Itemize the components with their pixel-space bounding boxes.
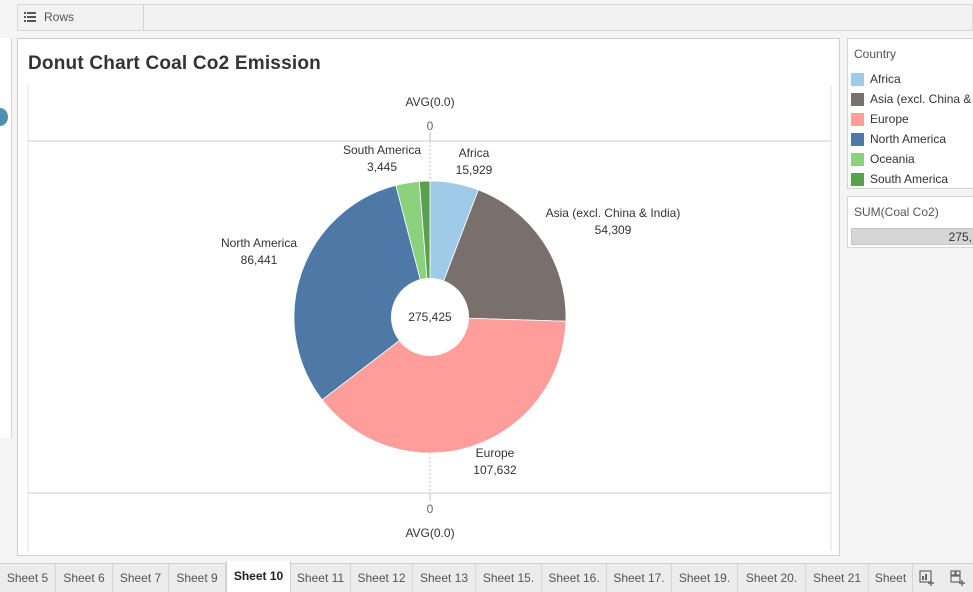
sheet-tab[interactable]: Sheet 13	[413, 564, 476, 592]
sheet-tab[interactable]: Sheet 16.	[542, 564, 607, 592]
sheet-tab-bar: Sheet 5 Sheet 6 Sheet 7 Sheet 9 Sheet 10 Shee…	[0, 561, 973, 592]
slice-label: South America	[343, 143, 421, 157]
sheet-tab[interactable]: Sheet 20.	[738, 564, 806, 592]
donut-slice-asia-excl-china-india-[interactable]	[429, 189, 567, 322]
sheet-tab[interactable]: Sheet 5	[0, 564, 56, 592]
donut-chart[interactable]: Africa 15,929 Asia (excl. China & India) 54…	[18, 39, 839, 555]
donut-center-label: 275,425	[408, 310, 452, 324]
legend-label: South America	[870, 172, 949, 186]
legend-label: Asia (excl. China &	[870, 92, 972, 106]
donut-slices	[293, 180, 567, 454]
sheet-tab[interactable]: Sheet 11	[291, 564, 351, 592]
pane-indicator-icon[interactable]	[0, 108, 8, 126]
axis-bottom-tick: 0	[427, 502, 434, 516]
sheet-tab[interactable]: Sheet 10	[226, 561, 291, 592]
sheet-tab[interactable]: Sheet 19.	[672, 564, 738, 592]
slice-labels: Africa 15,929 Asia (excl. China & India) 54…	[221, 143, 680, 477]
sheet-tab[interactable]: Sheet 9	[169, 564, 226, 592]
legend-swatch	[851, 173, 864, 186]
legend-swatch	[851, 133, 864, 146]
legend-item[interactable]: Africa	[851, 71, 973, 89]
legend-label: North America	[870, 132, 947, 146]
legend-swatch	[851, 153, 864, 166]
legend-swatch	[851, 73, 864, 86]
new-story-icon[interactable]	[950, 570, 966, 586]
donut-slice-europe[interactable]	[321, 316, 567, 454]
sheet-title: Donut Chart Coal Co2 Emission	[28, 53, 321, 74]
slice-value-label: 3,445	[367, 160, 397, 174]
sheet-tab[interactable]: Sheet 7	[113, 564, 169, 592]
size-legend-bar: 275,	[851, 228, 973, 245]
size-legend-value: 275,	[948, 230, 972, 244]
legend-swatch	[851, 113, 864, 126]
slice-value-label: 54,309	[595, 223, 632, 237]
donut-slice-north-america[interactable]	[293, 184, 431, 401]
legend-item[interactable]: Asia (excl. China &	[851, 91, 973, 109]
legend-item[interactable]: Oceania	[851, 151, 973, 169]
sheet-tab[interactable]: Sheet 12	[351, 564, 413, 592]
slice-value-label: 15,929	[456, 163, 493, 177]
slice-label: North America	[221, 236, 297, 250]
legend-item[interactable]: North America	[851, 131, 973, 149]
legend-title: Country	[854, 47, 897, 61]
axis-top-label: AVG(0.0)	[405, 95, 454, 109]
axis-bottom-label: AVG(0.0)	[405, 526, 454, 540]
rows-shelf[interactable]: Rows	[17, 4, 973, 31]
legend-label: Europe	[870, 112, 909, 126]
slice-label: Europe	[476, 446, 515, 460]
new-dashboard-icon[interactable]	[919, 570, 935, 586]
legend-label: Oceania	[870, 152, 915, 166]
rows-list-icon	[24, 12, 36, 22]
donut-hole	[391, 278, 469, 356]
size-legend[interactable]: SUM(Coal Co2) 275,	[847, 196, 973, 248]
legend-label: Africa	[870, 72, 901, 86]
legend-item[interactable]: Europe	[851, 111, 973, 129]
sheet-tab[interactable]: Sheet 6	[56, 564, 113, 592]
color-legend[interactable]: Country Africa Asia (excl. China & Europe N…	[847, 38, 973, 189]
slice-value-label: 86,441	[241, 253, 278, 267]
sheet-tab[interactable]: Sheet	[869, 564, 913, 592]
axis-top-tick: 0	[427, 119, 434, 133]
side-pane-edge	[0, 38, 12, 438]
legend-swatch	[851, 93, 864, 106]
worksheet-view: Donut Chart Coal Co2 Emission Africa 15,9…	[17, 38, 840, 556]
slice-label: Asia (excl. China & India)	[546, 206, 681, 220]
size-legend-title: SUM(Coal Co2)	[854, 205, 939, 219]
sheet-tab[interactable]: Sheet 15.	[476, 564, 542, 592]
sheet-tab[interactable]: Sheet 21	[806, 564, 869, 592]
slice-value-label: 107,632	[473, 463, 517, 477]
legend-item[interactable]: South America	[851, 171, 973, 189]
sheet-tab[interactable]: Sheet 17.	[607, 564, 672, 592]
slice-label: Africa	[459, 146, 490, 160]
rows-shelf-label: Rows	[44, 10, 75, 24]
rows-label: Rows	[18, 5, 144, 30]
